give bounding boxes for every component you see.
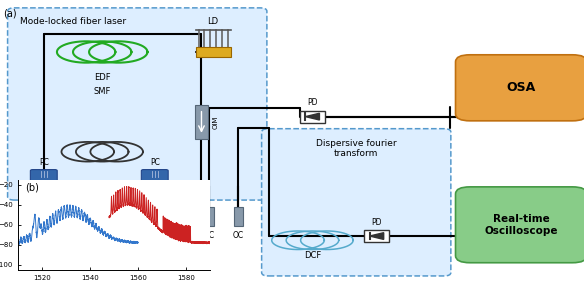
Text: OC: OC: [232, 230, 244, 240]
FancyBboxPatch shape: [195, 105, 208, 139]
Text: SMF: SMF: [93, 87, 111, 96]
FancyBboxPatch shape: [456, 55, 584, 121]
Text: OIM: OIM: [213, 115, 218, 129]
FancyBboxPatch shape: [204, 207, 214, 225]
FancyBboxPatch shape: [196, 47, 231, 57]
Text: LD: LD: [207, 17, 219, 26]
Text: Dispersive fourier
transform: Dispersive fourier transform: [316, 139, 397, 158]
Text: Real-time
Oscilloscope: Real-time Oscilloscope: [485, 214, 558, 235]
Polygon shape: [370, 233, 384, 239]
Text: PD: PD: [307, 98, 318, 107]
Text: PD: PD: [371, 218, 382, 227]
FancyBboxPatch shape: [141, 170, 168, 187]
Text: EDF: EDF: [94, 73, 110, 82]
Text: Mode-locked fiber laser: Mode-locked fiber laser: [20, 17, 127, 26]
Text: PC: PC: [39, 158, 48, 167]
FancyBboxPatch shape: [262, 129, 451, 276]
Text: PC: PC: [150, 158, 159, 167]
FancyBboxPatch shape: [234, 207, 243, 225]
FancyBboxPatch shape: [364, 230, 389, 242]
FancyBboxPatch shape: [300, 111, 325, 123]
Text: OC: OC: [203, 230, 215, 240]
FancyBboxPatch shape: [456, 187, 584, 263]
Text: (b): (b): [25, 183, 39, 192]
Text: OSA: OSA: [506, 81, 536, 94]
FancyBboxPatch shape: [8, 8, 267, 200]
Text: (a): (a): [3, 8, 16, 19]
FancyBboxPatch shape: [30, 170, 57, 187]
Polygon shape: [305, 113, 319, 120]
Text: DCF: DCF: [304, 251, 321, 260]
